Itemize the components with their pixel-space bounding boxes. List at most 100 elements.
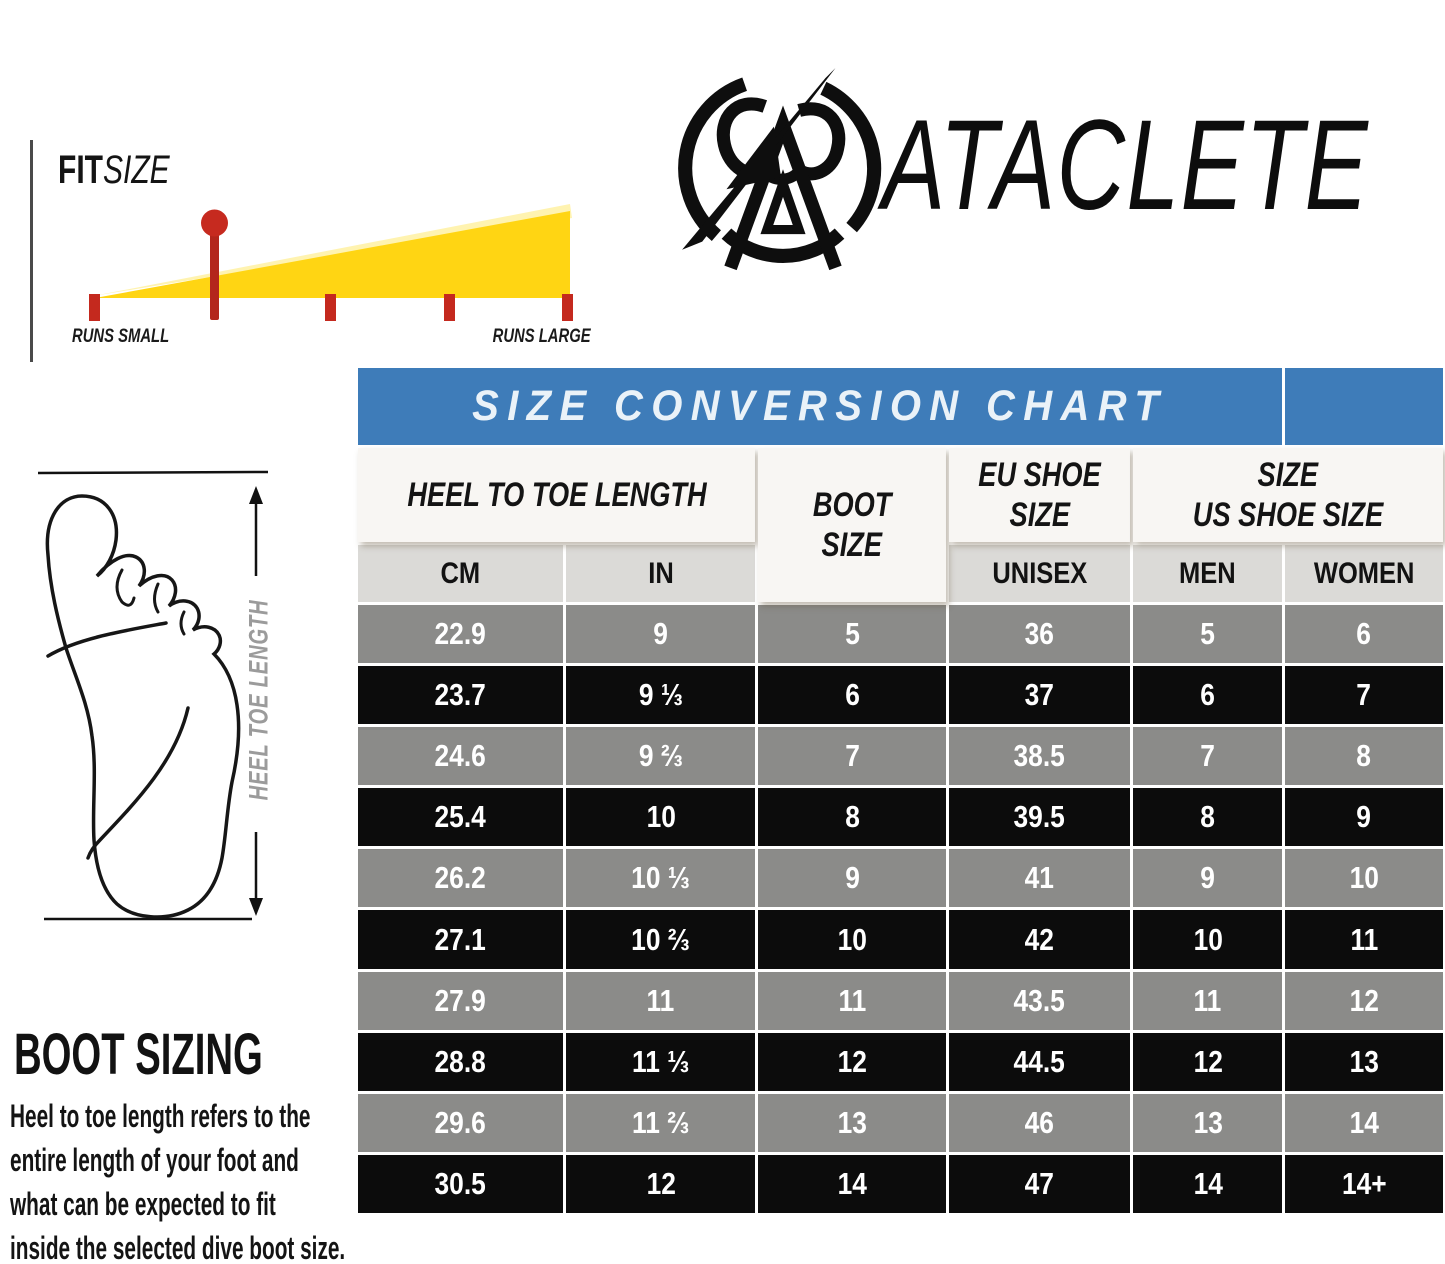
- table-cell-cm: 27.9: [358, 971, 564, 1030]
- subheader-cm: CM: [358, 545, 564, 602]
- table-cell-women: 7: [1285, 666, 1443, 725]
- table-cell-eu: 37: [948, 666, 1131, 725]
- header-us-shoe-size: SIZE US SHOE SIZE: [1133, 448, 1443, 542]
- table-cell-men: 5: [1133, 605, 1283, 664]
- table-cell-eu: 41: [948, 849, 1131, 908]
- logo-curl-right: [797, 102, 846, 181]
- logo-ring-left: [678, 77, 748, 241]
- table-cell-women: 12: [1285, 971, 1443, 1030]
- table-cell-in: 9: [566, 605, 756, 664]
- table-cell-men: 13: [1133, 1093, 1283, 1152]
- size-conversion-table: SIZE CONVERSION CHART HEEL TO TOE LENGTH…: [358, 368, 1443, 1213]
- subheader-women: WOMEN: [1285, 545, 1443, 602]
- table-cell-boot: 8: [758, 788, 946, 847]
- logo-inner-triangle: [760, 169, 806, 235]
- fitsize-title: FITSIZE: [58, 150, 170, 190]
- foot-outline: [45, 494, 241, 919]
- runs-large-label: RUNS LARGE: [492, 326, 591, 347]
- table-title-bar-extension: [1285, 368, 1443, 445]
- table-cell-in: 11: [566, 971, 756, 1030]
- table-title-bar: SIZE CONVERSION CHART: [358, 368, 1283, 445]
- table-cell-eu: 46: [948, 1093, 1131, 1152]
- table-cell-boot: 6: [758, 666, 946, 725]
- heel-toe-length-label: HEEL TOE LENGTH: [243, 599, 274, 801]
- gauge-marker-head: [201, 209, 228, 237]
- table-cell-boot: 11: [758, 971, 946, 1030]
- table-cell-men: 11: [1133, 971, 1283, 1030]
- table-cell-men: 10: [1133, 910, 1283, 969]
- fitsize-title-light: SIZE: [102, 148, 170, 192]
- table-cell-eu: 42: [948, 910, 1131, 969]
- boot-sizing-line-4: inside the selected dive boot size.: [10, 1230, 346, 1264]
- table-cell-cm: 24.6: [358, 727, 564, 786]
- table-cell-cm: 26.2: [358, 849, 564, 908]
- table-cell-boot: 7: [758, 727, 946, 786]
- gauge-tick-5: [562, 294, 573, 321]
- table-cell-men: 7: [1133, 727, 1283, 786]
- logo-triangle: [724, 105, 842, 271]
- table-cell-boot: 10: [758, 910, 946, 969]
- table-cell-in: 10 ⅔: [566, 910, 756, 969]
- table-cell-boot: 13: [758, 1093, 946, 1152]
- table-cell-men: 9: [1133, 849, 1283, 908]
- table-cell-eu: 47: [948, 1154, 1131, 1213]
- table-cell-women: 13: [1285, 1032, 1443, 1091]
- table-cell-eu: 36: [948, 605, 1131, 664]
- table-cell-in: 9 ⅓: [566, 666, 756, 725]
- foot-diagram-icon: [37, 470, 269, 921]
- table-cell-women: 10: [1285, 849, 1443, 908]
- table-cell-men: 8: [1133, 788, 1283, 847]
- table-cell-boot: 12: [758, 1032, 946, 1091]
- table-cell-women: 14: [1285, 1093, 1443, 1152]
- brand-wordmark: ATACLETE: [882, 94, 1370, 237]
- gauge-tick-1: [89, 294, 100, 321]
- table-cell-in: 9 ⅔: [566, 727, 756, 786]
- down-arrow-icon: [249, 898, 263, 916]
- boot-sizing-body: Heel to toe length refers to the entire …: [10, 1094, 345, 1264]
- gauge-marker-stem: [210, 230, 219, 320]
- table-cell-men: 6: [1133, 666, 1283, 725]
- table-cell-in: 10 ⅓: [566, 849, 756, 908]
- boot-sizing-heading: BOOT SIZING: [14, 1022, 263, 1087]
- logo-arrowhead: [726, 126, 781, 190]
- measure-line-top: [37, 470, 269, 475]
- brand-logo-icon: [678, 68, 882, 271]
- header-eu-shoe-size: EU SHOE SIZE: [948, 448, 1131, 542]
- table-cell-cm: 28.8: [358, 1032, 564, 1091]
- subheader-unisex: UNISEX: [948, 545, 1131, 602]
- table-cell-in: 11 ⅔: [566, 1093, 756, 1152]
- subheader-in: IN: [566, 545, 756, 602]
- table-cell-women: 11: [1285, 910, 1443, 969]
- table-cell-men: 12: [1133, 1032, 1283, 1091]
- runs-small-label: RUNS SMALL: [72, 326, 170, 347]
- table-cell-eu: 44.5: [948, 1032, 1131, 1091]
- table-cell-eu: 39.5: [948, 788, 1131, 847]
- table-cell-women: 8: [1285, 727, 1443, 786]
- boot-sizing-line-2: entire length of your foot and: [10, 1142, 299, 1178]
- fit-gauge-icon: [89, 204, 573, 321]
- gauge-tick-3: [325, 294, 336, 321]
- table-cell-cm: 22.9: [358, 605, 564, 664]
- subheader-men: MEN: [1133, 545, 1283, 602]
- fitsize-title-bold: FIT: [58, 148, 103, 192]
- table-cell-cm: 23.7: [358, 666, 564, 725]
- table-cell-women: 9: [1285, 788, 1443, 847]
- table-cell-eu: 43.5: [948, 971, 1131, 1030]
- table-cell-boot: 14: [758, 1154, 946, 1213]
- table-cell-cm: 29.6: [358, 1093, 564, 1152]
- table-cell-cm: 27.1: [358, 910, 564, 969]
- table-cell-in: 12: [566, 1154, 756, 1213]
- table-cell-boot: 5: [758, 605, 946, 664]
- header-heel-to-toe: HEEL TO TOE LENGTH: [358, 448, 756, 542]
- table-cell-men: 14: [1133, 1154, 1283, 1213]
- table-cell-in: 11 ⅓: [566, 1032, 756, 1091]
- gauge-tick-4: [444, 294, 455, 321]
- left-rule-divider: [30, 140, 33, 362]
- table-cell-cm: 25.4: [358, 788, 564, 847]
- logo-ring-right: [820, 81, 882, 233]
- table-cell-women: 6: [1285, 605, 1443, 664]
- table-title: SIZE CONVERSION CHART: [472, 382, 1168, 430]
- table-cell-eu: 38.5: [948, 727, 1131, 786]
- header-boot-size: BOOT SIZE: [758, 448, 946, 602]
